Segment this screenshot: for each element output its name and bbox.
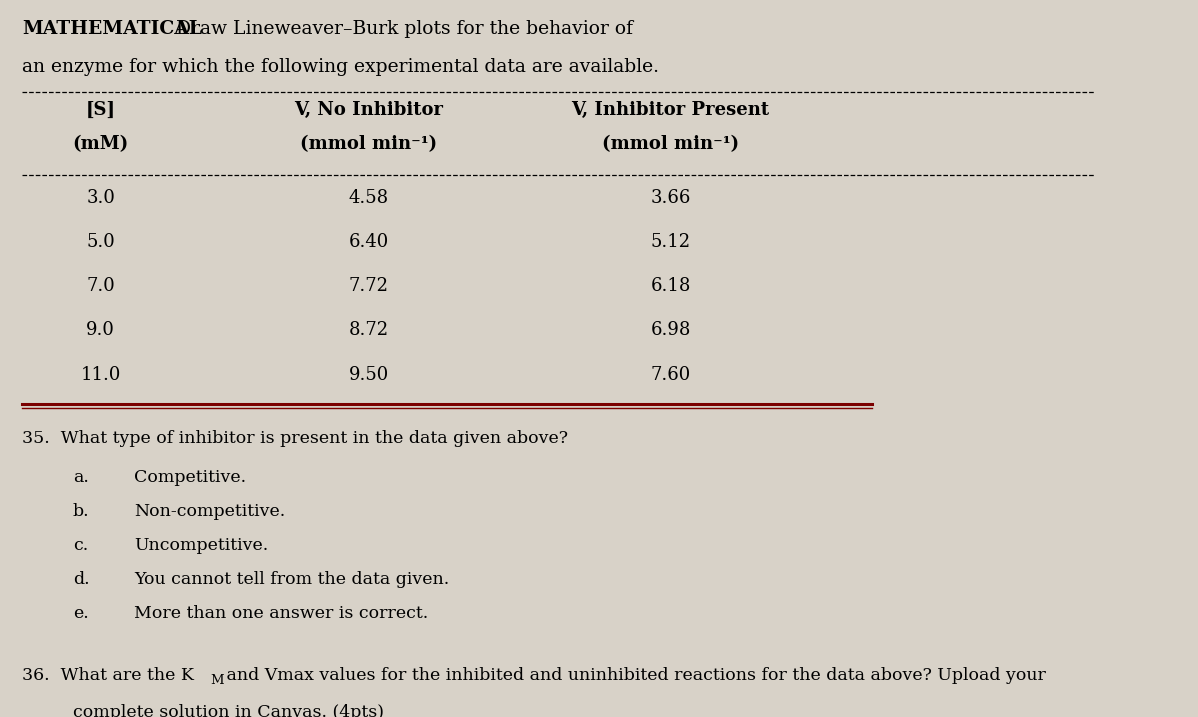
Text: b.: b. [73, 503, 90, 521]
Text: 7.0: 7.0 [86, 277, 115, 295]
Text: You cannot tell from the data given.: You cannot tell from the data given. [134, 571, 449, 589]
Text: Draw Lineweaver–Burk plots for the behavior of: Draw Lineweaver–Burk plots for the behav… [170, 20, 633, 38]
Text: 5.0: 5.0 [86, 233, 115, 251]
Text: complete solution in Canvas. (4pts): complete solution in Canvas. (4pts) [73, 703, 383, 717]
Text: 9.0: 9.0 [86, 321, 115, 339]
Text: d.: d. [73, 571, 90, 589]
Text: Uncompetitive.: Uncompetitive. [134, 538, 268, 554]
Text: and Vmax values for the inhibited and uninhibited reactions for the data above? : and Vmax values for the inhibited and un… [222, 667, 1046, 684]
Text: MATHEMATICAL: MATHEMATICAL [23, 20, 202, 38]
Text: 6.18: 6.18 [651, 277, 691, 295]
Text: (mM): (mM) [72, 135, 128, 153]
Text: 36.  What are the K: 36. What are the K [23, 667, 194, 684]
Text: 7.60: 7.60 [651, 366, 691, 384]
Text: (mmol min⁻¹): (mmol min⁻¹) [301, 135, 437, 153]
Text: 35.  What type of inhibitor is present in the data given above?: 35. What type of inhibitor is present in… [23, 429, 568, 447]
Text: Non-competitive.: Non-competitive. [134, 503, 285, 521]
Text: M: M [210, 673, 224, 687]
Text: e.: e. [73, 605, 89, 622]
Text: 6.98: 6.98 [651, 321, 691, 339]
Text: 3.66: 3.66 [651, 189, 691, 206]
Text: (mmol min⁻¹): (mmol min⁻¹) [603, 135, 739, 153]
Text: V, No Inhibitor: V, No Inhibitor [295, 101, 443, 119]
Text: 4.58: 4.58 [349, 189, 389, 206]
Text: c.: c. [73, 538, 87, 554]
Text: 6.40: 6.40 [349, 233, 389, 251]
Text: 9.50: 9.50 [349, 366, 389, 384]
Text: Competitive.: Competitive. [134, 470, 247, 486]
Text: V, Inhibitor Present: V, Inhibitor Present [571, 101, 769, 119]
Text: an enzyme for which the following experimental data are available.: an enzyme for which the following experi… [23, 58, 659, 77]
Text: [S]: [S] [85, 101, 115, 119]
Text: 11.0: 11.0 [80, 366, 121, 384]
Text: 8.72: 8.72 [349, 321, 389, 339]
Text: 5.12: 5.12 [651, 233, 691, 251]
Text: 7.72: 7.72 [349, 277, 389, 295]
Text: 3.0: 3.0 [86, 189, 115, 206]
Text: a.: a. [73, 470, 89, 486]
Text: More than one answer is correct.: More than one answer is correct. [134, 605, 429, 622]
